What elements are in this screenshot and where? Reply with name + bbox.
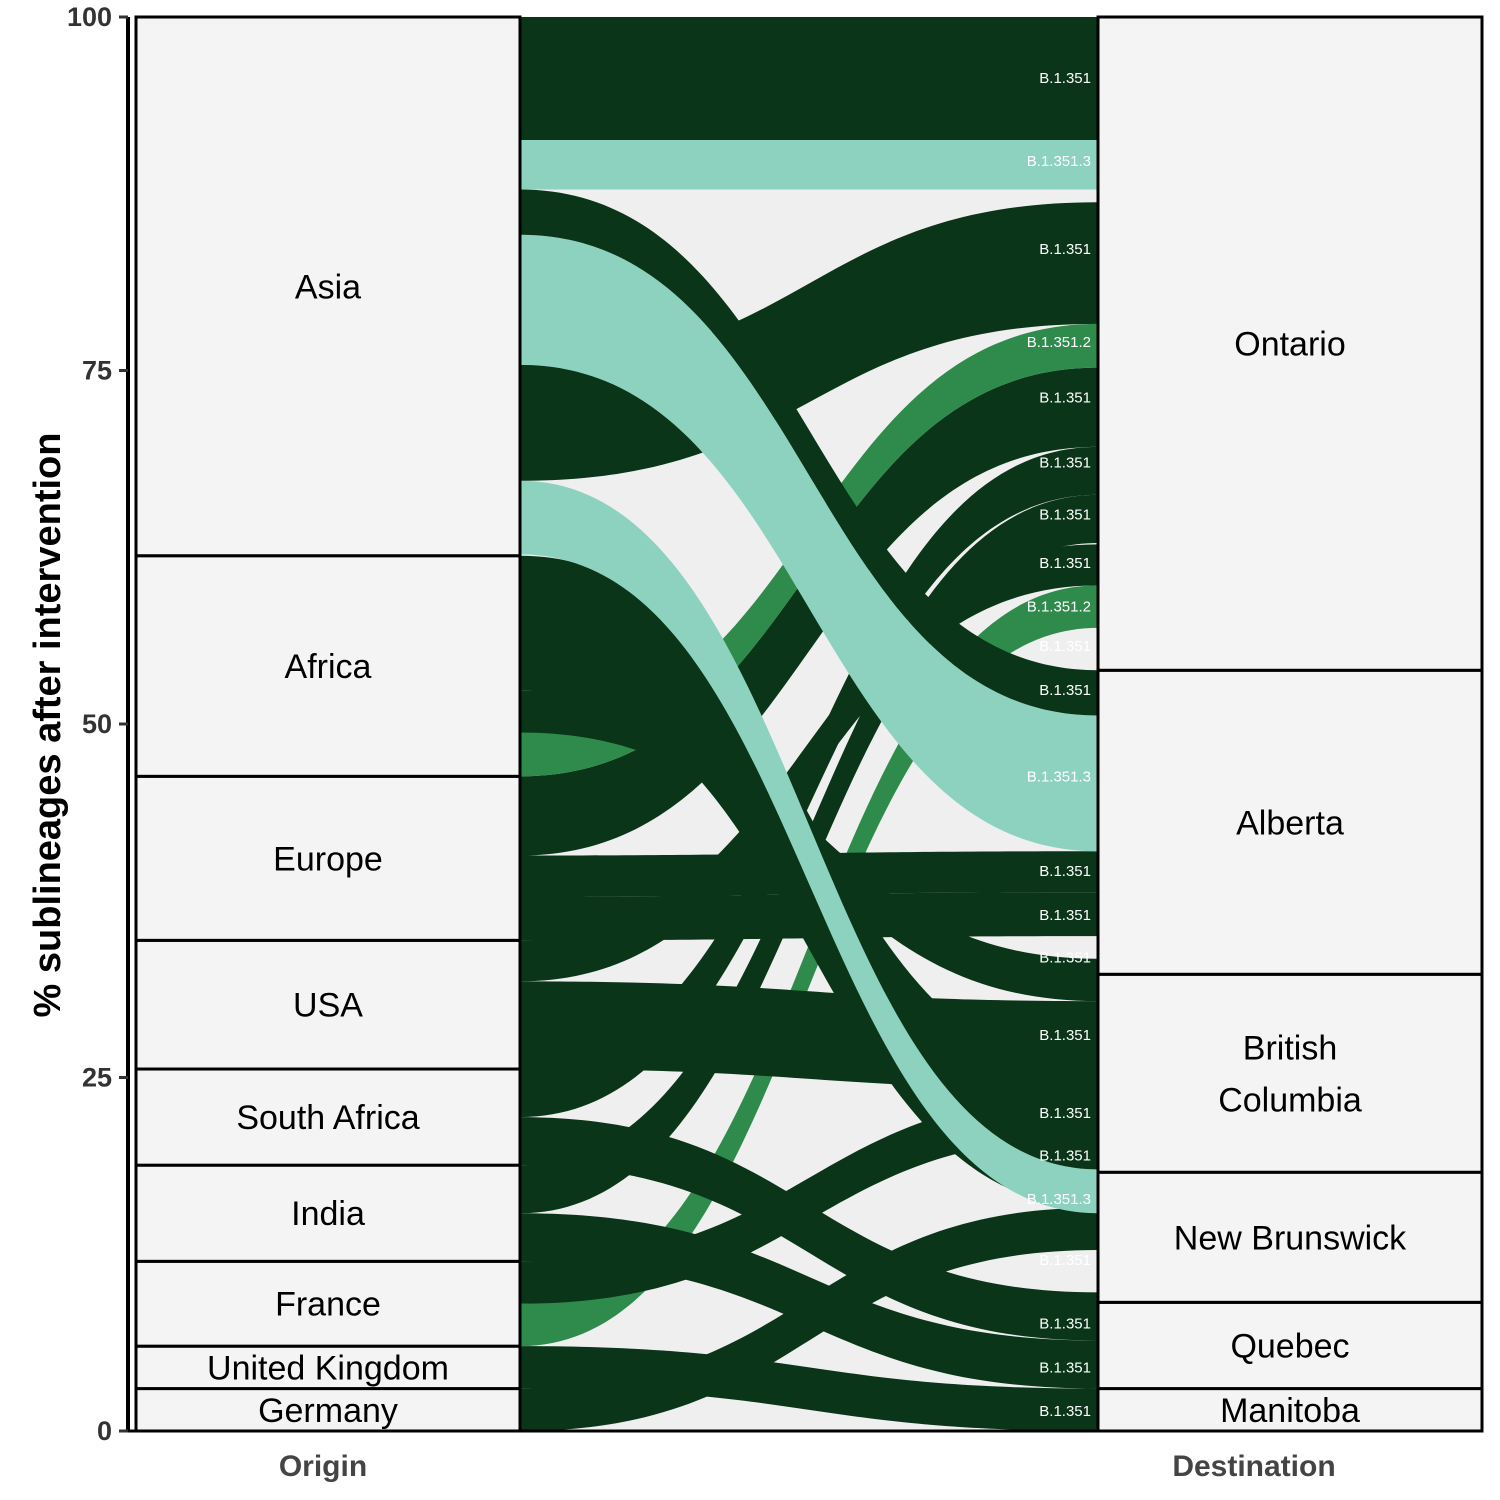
origin-stratum-africa: [134, 554, 522, 778]
destination-stratum-alberta: [1096, 668, 1484, 976]
flow-label-b-1-351-2: B.1.351.2: [1027, 599, 1091, 616]
flow-label-b-1-351: B.1.351: [1039, 241, 1091, 258]
flow-b-1-351-3: [520, 480, 1098, 1214]
flow-b-1-351: [520, 1117, 1098, 1341]
flow-b-1-351-3: [520, 140, 1098, 190]
flow-label-b-1-351: B.1.351: [1039, 507, 1091, 524]
destination-stratum-ontario: [1096, 15, 1484, 672]
flow-label-b-1-351: B.1.351: [1039, 638, 1091, 655]
destination-stratum-quebec: [1096, 1300, 1484, 1391]
flow-label-b-1-351: B.1.351: [1039, 555, 1091, 572]
y-tick-label: 75: [82, 356, 112, 386]
y-axis-title: % sublineages after intervention: [27, 433, 69, 1018]
flow-label-b-1-351-3: B.1.351.3: [1027, 768, 1091, 785]
flow-label-b-1-351: B.1.351: [1039, 1105, 1091, 1122]
origin-label-united-kingdom: United Kingdom: [207, 1349, 449, 1387]
flow-b-1-351: [520, 189, 1098, 716]
flow-label-b-1-351: B.1.351: [1039, 949, 1091, 966]
flow-label-b-1-351: B.1.351: [1039, 1316, 1091, 1333]
origin-stratum-europe: [134, 774, 522, 942]
y-axis: 0 25 50 75 100: [67, 2, 1482, 1446]
flow-b-1-351: [520, 1213, 1098, 1389]
destination-label-british-columbia: British Columbia: [1218, 1029, 1362, 1119]
flow-label-b-1-351: B.1.351: [1039, 1359, 1091, 1376]
flow-label-b-1-351: B.1.351: [1039, 907, 1091, 924]
flow-label-b-1-351: B.1.351: [1039, 1027, 1091, 1044]
origin-label-india: India: [291, 1195, 365, 1233]
origin-stratum-south-africa: [134, 1067, 522, 1167]
flow-label-b-1-351: B.1.351: [1039, 389, 1091, 406]
flow-label-b-1-351-3: B.1.351.3: [1027, 1191, 1091, 1208]
origin-label-france: France: [275, 1286, 381, 1324]
flow-labels-layer: B.1.351 B.1.351.3 B.1.351 B.1.351.2 B.1.351 B…: [1027, 70, 1091, 1420]
destination-stratum-new-brunswick: [1096, 1170, 1484, 1304]
destination-label-new-brunswick: New Brunswick: [1174, 1219, 1407, 1257]
flow-label-b-1-351-2: B.1.351.2: [1027, 334, 1091, 351]
y-tick-label: 0: [97, 1416, 112, 1446]
flows-layer: [520, 17, 1098, 1431]
flow-label-b-1-351: B.1.351: [1039, 1252, 1091, 1269]
destination-label-alberta: Alberta: [1236, 804, 1344, 842]
flow-b-1-351-3: [520, 234, 1098, 852]
origin-label-asia: Asia: [295, 268, 361, 306]
flow-b-1-351: [520, 17, 1098, 141]
flow-b-1-351: [520, 1346, 1098, 1431]
y-tick-label: 50: [82, 709, 112, 739]
origin-label-africa: Africa: [285, 648, 372, 686]
flow-label-b-1-351: B.1.351: [1039, 1147, 1091, 1164]
flow-label-b-1-351: B.1.351: [1039, 1403, 1091, 1420]
origin-stratum-france: [134, 1259, 522, 1348]
y-tick-label: 100: [67, 2, 112, 32]
axis-label-origin: Origin: [279, 1450, 367, 1483]
destination-stratum-british-columbia: [1096, 972, 1484, 1174]
destination-label-manitoba: Manitoba: [1220, 1392, 1360, 1430]
y-tick-label: 25: [82, 1063, 112, 1093]
destination-label-ontario: Ontario: [1234, 326, 1346, 364]
flow-b-1-351: [520, 544, 1098, 982]
origin-stratum-asia: [134, 15, 522, 558]
flow-label-b-1-351-3: B.1.351.3: [1027, 153, 1091, 170]
origin-label-south-africa: South Africa: [236, 1099, 419, 1137]
flow-b-1-351-2: [520, 585, 1098, 1347]
flow-label-b-1-351: B.1.351: [1039, 454, 1091, 471]
origin-label-europe: Europe: [273, 840, 383, 878]
flow-label-b-1-351: B.1.351: [1039, 682, 1091, 699]
axis-label-destination: Destination: [1172, 1450, 1335, 1483]
flow-label-b-1-351: B.1.351: [1039, 863, 1091, 880]
flow-label-b-1-351: B.1.351: [1039, 70, 1091, 87]
origin-label-usa: USA: [293, 987, 363, 1025]
origin-label-germany: Germany: [258, 1392, 398, 1430]
destination-label-quebec: Quebec: [1230, 1327, 1349, 1365]
